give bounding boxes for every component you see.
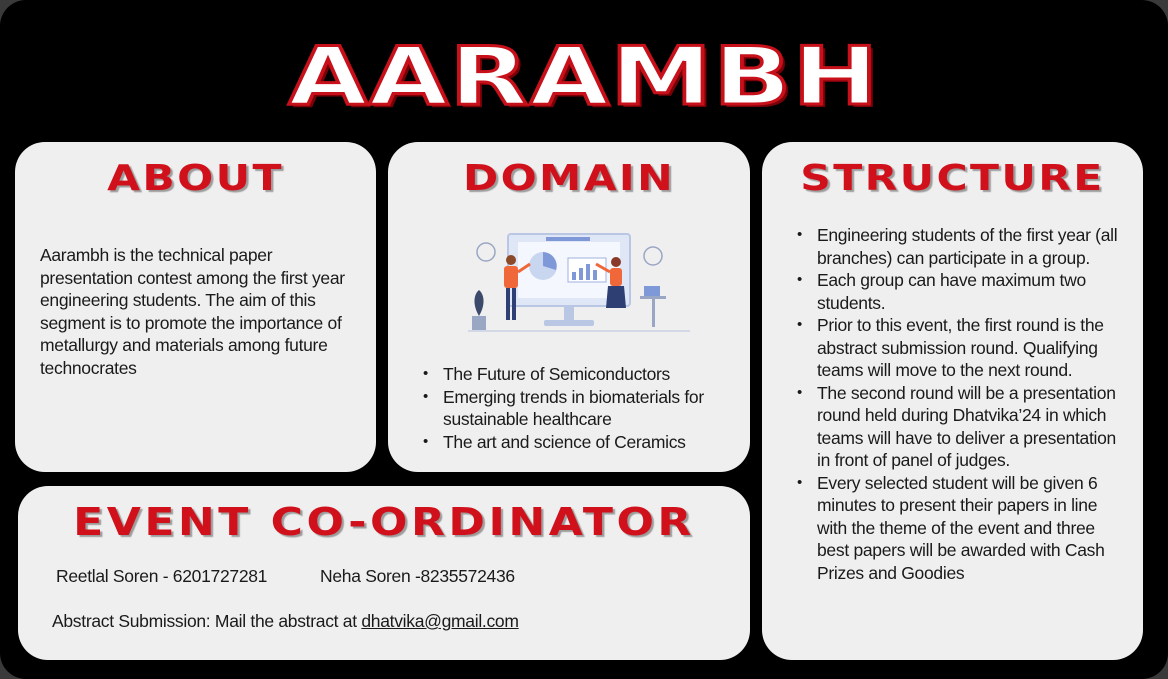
structure-item: The second round will be a presentation … [797, 382, 1129, 472]
domain-list: The Future of Semiconductors Emerging tr… [423, 363, 733, 453]
domain-item: Emerging trends in biomaterials for sust… [423, 386, 733, 431]
domain-heading: DOMAIN [462, 158, 676, 199]
poster-title: AARAMBH [286, 29, 880, 125]
coordinator-card: EVENT CO-ORDINATOR Reetlal Soren - 62017… [18, 486, 750, 660]
coordinator-heading: EVENT CO-ORDINATOR [73, 500, 695, 544]
abstract-submission: Abstract Submission: Mail the abstract a… [52, 610, 519, 633]
domain-card: DOMAIN [388, 142, 750, 472]
email-link[interactable]: dhatvika@gmail.com [361, 611, 519, 631]
structure-item: Each group can have maximum two students… [797, 269, 1129, 314]
about-heading: ABOUT [107, 158, 284, 199]
structure-item: Engineering students of the first year (… [797, 224, 1129, 269]
structure-item: Every selected student will be given 6 m… [797, 472, 1129, 585]
contact-1: Reetlal Soren - 6201727281 [56, 566, 268, 586]
structure-item: Prior to this event, the first round is … [797, 314, 1129, 382]
about-text: Aarambh is the technical paper presentat… [40, 245, 345, 378]
contact-2: Neha Soren -8235572436 [320, 566, 515, 586]
structure-heading: STRUCTURE [800, 158, 1105, 199]
about-card: ABOUT Aarambh is the technical paper pre… [15, 142, 376, 472]
domain-item: The art and science of Ceramics [423, 431, 733, 454]
structure-list: Engineering students of the first year (… [797, 224, 1129, 584]
abstract-submission-label: Abstract Submission: Mail the abstract a… [52, 611, 362, 631]
presentation-illustration-icon [468, 233, 690, 332]
structure-card: STRUCTURE Engineering students of the fi… [762, 142, 1143, 660]
domain-item: The Future of Semiconductors [423, 363, 733, 386]
